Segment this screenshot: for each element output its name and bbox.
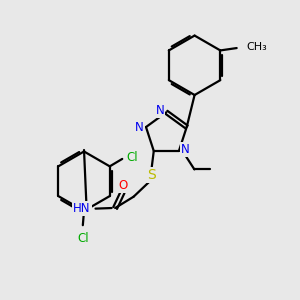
Text: N: N	[155, 104, 164, 117]
Text: HN: HN	[73, 202, 91, 215]
Text: Cl: Cl	[126, 151, 138, 164]
Text: Cl: Cl	[77, 232, 88, 245]
Text: N: N	[135, 121, 144, 134]
Text: S: S	[147, 168, 156, 182]
Text: CH₃: CH₃	[246, 43, 267, 52]
Text: N: N	[181, 143, 190, 156]
Text: O: O	[118, 179, 128, 192]
